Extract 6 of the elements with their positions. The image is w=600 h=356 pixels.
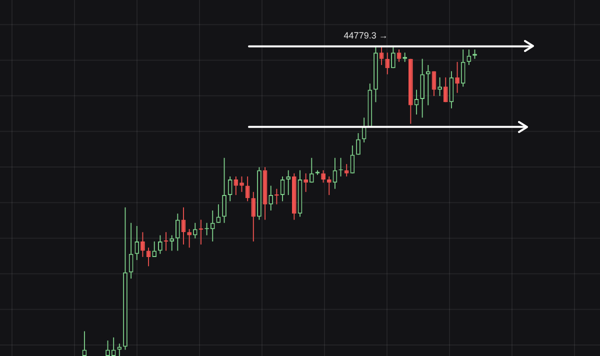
annotation: 44779.3 →	[344, 30, 388, 40]
candlestick	[286, 170, 291, 196]
candlestick	[326, 176, 332, 196]
candlestick	[426, 65, 430, 106]
candlestick	[304, 173, 308, 192]
candlestick	[164, 232, 168, 251]
